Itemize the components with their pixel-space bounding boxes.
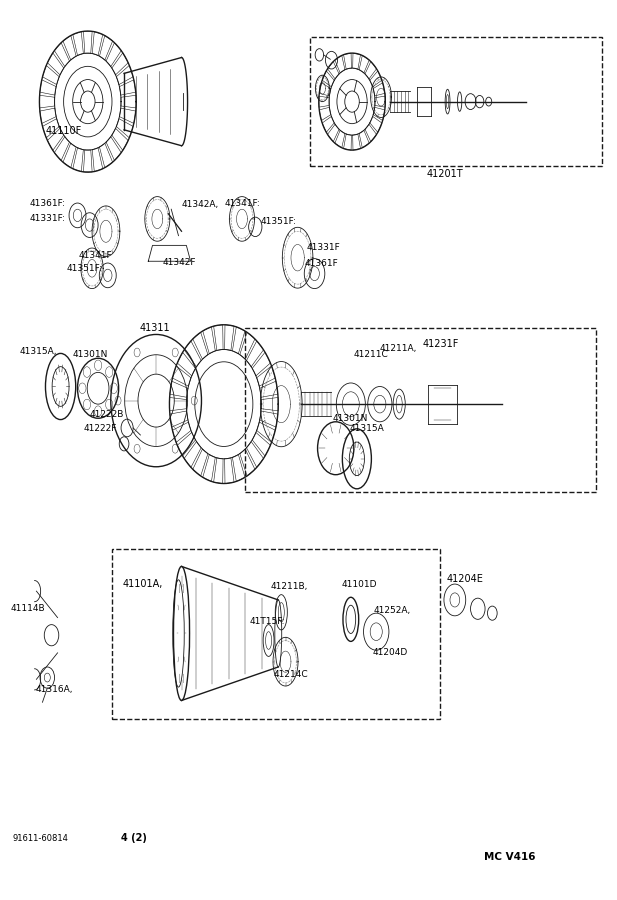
Text: 41342A,: 41342A, <box>181 201 219 210</box>
Text: 41331F: 41331F <box>306 243 340 252</box>
Text: 41201T: 41201T <box>426 169 463 179</box>
Bar <box>245 328 596 492</box>
Text: 41351F:: 41351F: <box>260 217 296 226</box>
Text: 41222F: 41222F <box>83 424 117 433</box>
Text: 41301N: 41301N <box>333 414 368 423</box>
Text: 41315A,: 41315A, <box>20 346 57 356</box>
Text: 41101D: 41101D <box>342 580 377 589</box>
Text: 41231F: 41231F <box>422 339 458 349</box>
Text: 41114B: 41114B <box>11 604 46 613</box>
Bar <box>310 37 602 166</box>
Text: 41211C: 41211C <box>354 350 389 359</box>
Text: 41341F:: 41341F: <box>225 199 261 208</box>
Text: 41341F: 41341F <box>79 251 112 260</box>
Text: 41T15F:: 41T15F: <box>249 617 284 626</box>
Polygon shape <box>148 246 191 261</box>
Text: 41222B: 41222B <box>89 410 124 419</box>
Text: 41315A: 41315A <box>350 424 384 433</box>
Text: 41204D: 41204D <box>373 648 408 657</box>
Text: 41316A,: 41316A, <box>35 686 73 695</box>
Text: 41214C: 41214C <box>274 670 308 680</box>
Text: 41331F:: 41331F: <box>29 213 65 222</box>
Text: 41110F: 41110F <box>46 126 81 136</box>
Text: 41211A,: 41211A, <box>380 344 417 353</box>
Text: MC V416: MC V416 <box>484 852 536 862</box>
Text: 41301N: 41301N <box>73 350 108 359</box>
Text: 41204E: 41204E <box>446 574 483 584</box>
Text: 91611-60814: 91611-60814 <box>12 833 68 842</box>
Text: 4 (2): 4 (2) <box>121 833 147 843</box>
Text: 41342F: 41342F <box>162 257 196 266</box>
Text: 41311: 41311 <box>139 323 170 333</box>
Text: 41351F:: 41351F: <box>67 264 102 273</box>
Text: 41211B,: 41211B, <box>271 582 308 591</box>
Text: 41361F: 41361F <box>305 258 339 267</box>
Text: 41101A,: 41101A, <box>122 579 163 590</box>
Bar <box>112 549 441 719</box>
Text: 41361F:: 41361F: <box>29 200 65 209</box>
Text: 41252A,: 41252A, <box>374 606 411 615</box>
